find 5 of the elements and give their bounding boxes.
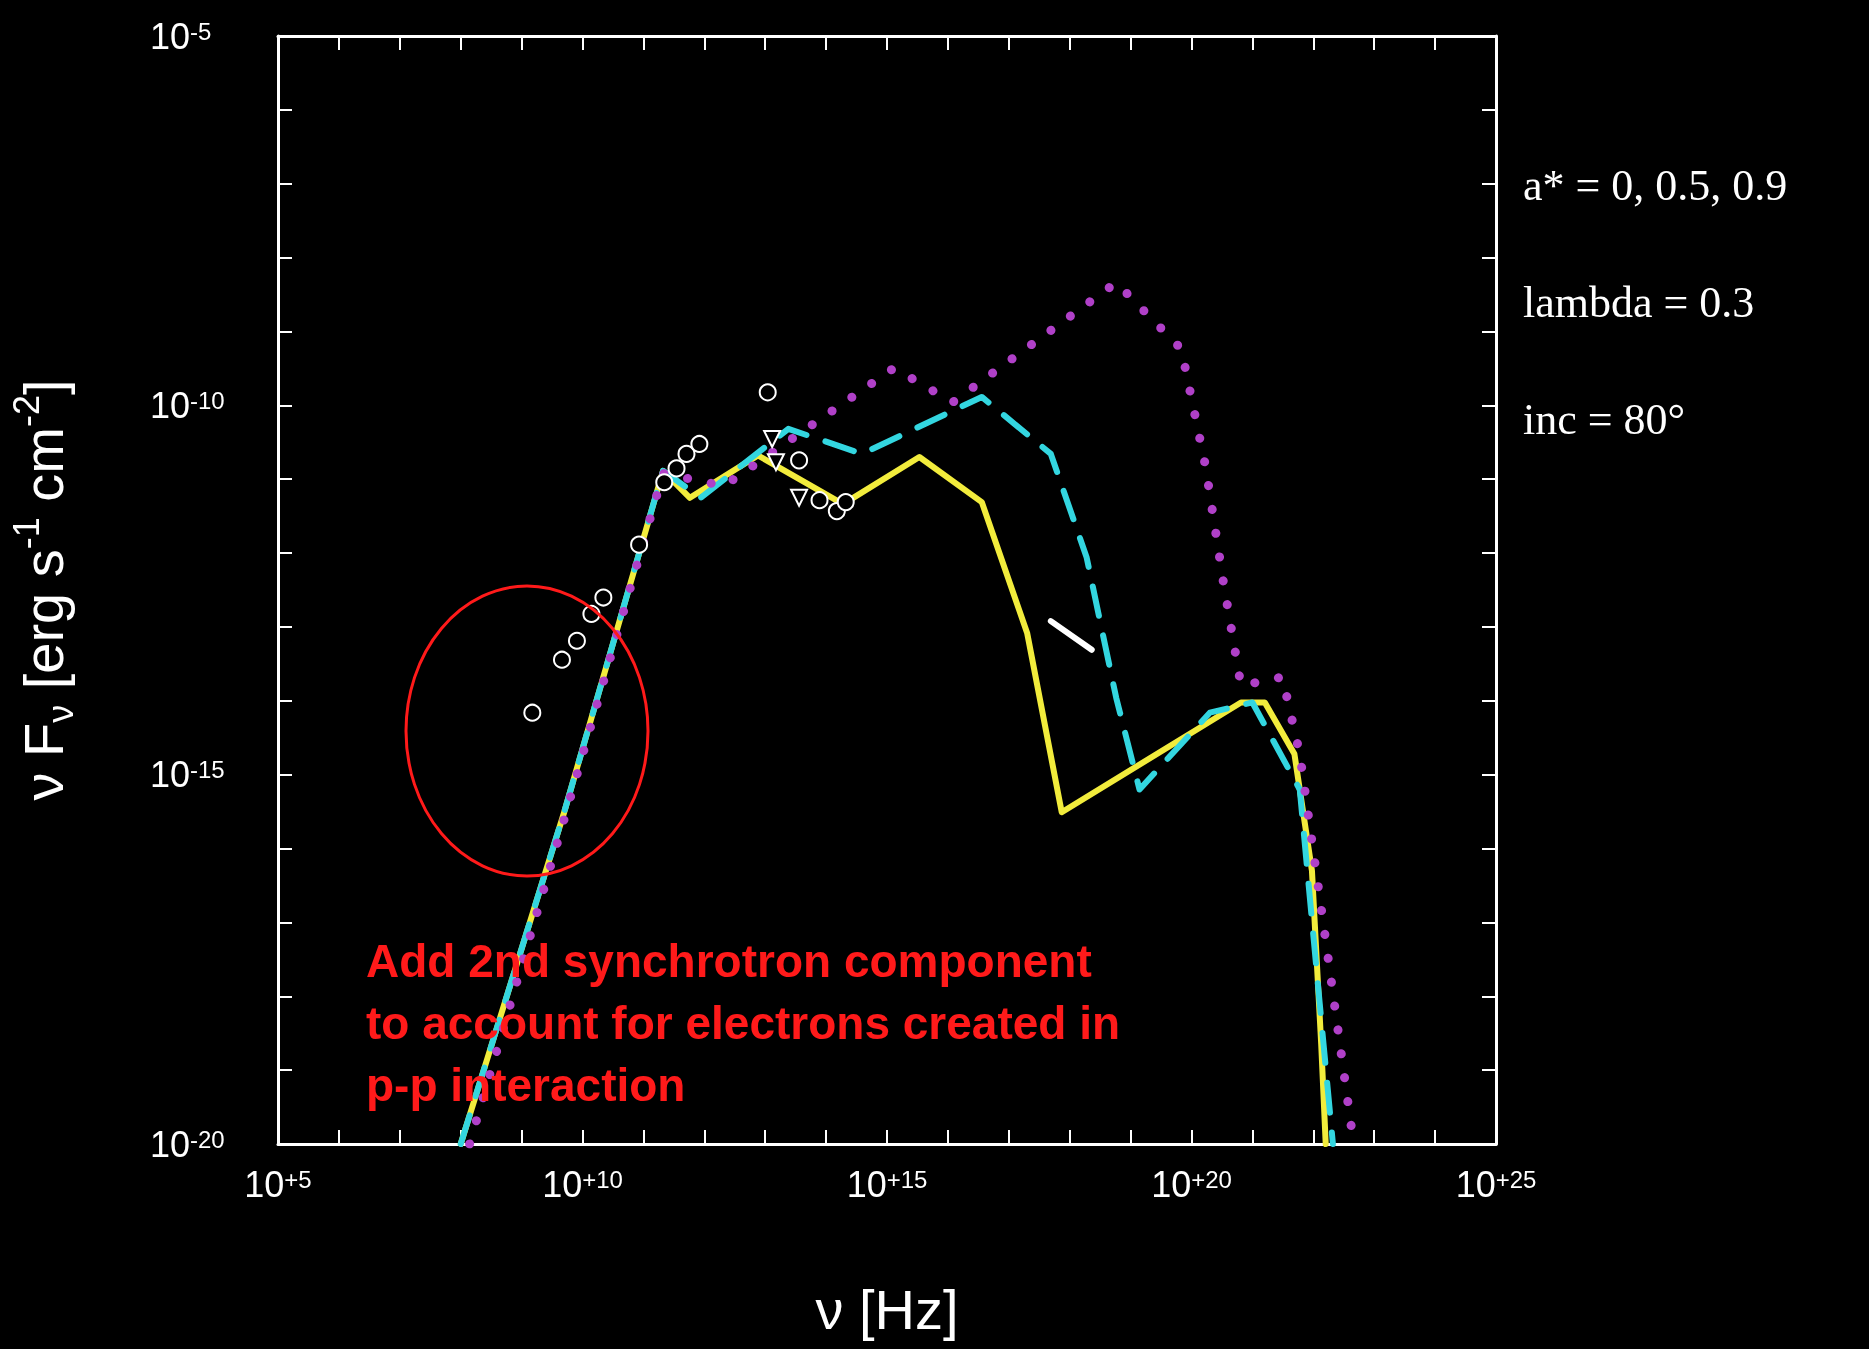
text: a* = 0, 0.5, 0.9 (1523, 160, 1788, 211)
x-axis-title: ν [Hz] (815, 1277, 959, 1341)
y-axis-title: ν Fν [erg s-1 cm-2] (5, 379, 81, 801)
text: inc = 80° (1523, 394, 1686, 445)
text: lambda = 0.3 (1523, 277, 1755, 328)
